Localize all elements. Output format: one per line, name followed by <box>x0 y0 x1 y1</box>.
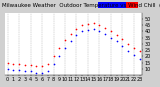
Point <box>6 62 9 63</box>
Point <box>81 24 84 26</box>
Point <box>24 65 26 66</box>
Point <box>29 71 32 72</box>
Point <box>35 72 38 73</box>
Point <box>41 66 43 67</box>
Point <box>138 51 141 52</box>
Point <box>69 33 72 35</box>
Point <box>47 71 49 72</box>
Point <box>64 39 66 41</box>
Point <box>12 70 15 71</box>
Text: Milwaukee Weather  Outdoor Temperature vs Wind Chill  (24 Hours): Milwaukee Weather Outdoor Temperature vs… <box>2 3 160 8</box>
Point <box>75 34 78 36</box>
Point <box>110 31 112 32</box>
Point <box>87 23 89 25</box>
Point <box>58 47 60 48</box>
Point <box>64 47 66 48</box>
Point <box>127 43 129 45</box>
Point <box>52 56 55 57</box>
Point <box>121 46 124 47</box>
Point <box>58 56 60 57</box>
Point <box>69 41 72 42</box>
Point <box>52 63 55 65</box>
Point <box>24 71 26 72</box>
Point <box>81 31 84 32</box>
Point <box>110 37 112 38</box>
Point <box>18 70 20 71</box>
Point <box>104 27 106 28</box>
Point <box>104 33 106 35</box>
Point <box>92 28 95 30</box>
Point <box>121 38 124 40</box>
Point <box>35 66 38 67</box>
Point <box>138 58 141 60</box>
Point <box>12 63 15 65</box>
Point <box>75 28 78 30</box>
Point <box>87 29 89 31</box>
Point <box>98 31 101 32</box>
Point <box>127 51 129 52</box>
Point <box>115 34 118 36</box>
Point <box>98 24 101 26</box>
Point <box>29 65 32 66</box>
Point <box>92 22 95 23</box>
Point <box>115 41 118 42</box>
Point <box>41 72 43 73</box>
Point <box>18 63 20 65</box>
Point <box>47 63 49 65</box>
Point <box>132 55 135 56</box>
Point <box>132 47 135 48</box>
Point <box>6 68 9 70</box>
